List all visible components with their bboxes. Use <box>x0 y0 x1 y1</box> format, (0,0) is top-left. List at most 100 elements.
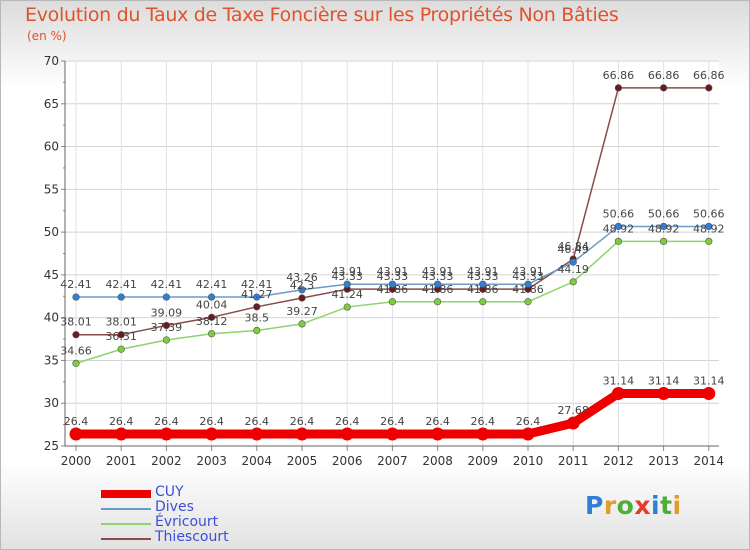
data-label-thiescourt: 43.33 <box>467 270 499 283</box>
data-label-dives: 42.41 <box>241 278 273 291</box>
y-tick-label: 65 <box>44 97 59 111</box>
data-label-cuy: 31.14 <box>693 374 725 387</box>
y-tick-label: 60 <box>44 140 59 154</box>
data-point-évricourt <box>524 298 532 306</box>
x-tick-label: 2008 <box>422 454 453 468</box>
data-point-évricourt <box>298 320 306 328</box>
legend-label: Évricourt <box>155 514 219 530</box>
data-point-thiescourt <box>208 313 216 321</box>
data-point-dives <box>208 293 216 301</box>
y-unit-label: (en %) <box>27 29 67 43</box>
data-point-évricourt <box>208 330 216 338</box>
data-label-thiescourt: 43.33 <box>512 270 544 283</box>
y-tick-label: 40 <box>44 311 59 325</box>
data-label-dives: 50.66 <box>603 207 635 220</box>
data-point-évricourt <box>388 298 397 306</box>
data-point-cuy <box>476 427 490 441</box>
data-point-évricourt <box>705 237 713 245</box>
data-label-thiescourt: 43.33 <box>377 270 409 283</box>
x-tick-label: 2000 <box>61 454 92 468</box>
data-label-évricourt: 37.39 <box>151 321 183 334</box>
data-label-évricourt: 38.12 <box>196 315 228 328</box>
x-tick-label: 2010 <box>513 454 544 468</box>
data-label-dives: 42.41 <box>151 278 183 291</box>
data-point-évricourt <box>479 298 487 306</box>
data-label-évricourt: 48.92 <box>693 222 725 235</box>
legend-item: Évricourt <box>101 514 301 531</box>
data-point-thiescourt <box>614 84 623 92</box>
data-label-thiescourt: 41.27 <box>241 288 273 301</box>
data-label-cuy: 26.4 <box>425 415 450 428</box>
data-point-évricourt <box>343 303 351 311</box>
x-tick-label: 2006 <box>332 454 363 468</box>
legend-swatch <box>101 538 151 540</box>
data-label-thiescourt: 66.86 <box>603 69 635 82</box>
data-point-évricourt <box>569 278 577 286</box>
data-point-dives <box>705 222 713 231</box>
data-point-dives <box>524 280 532 288</box>
data-label-dives: 43.26 <box>286 271 318 284</box>
data-point-dives <box>614 222 623 231</box>
data-point-cuy <box>295 427 309 441</box>
data-point-dives <box>388 280 397 288</box>
x-tick-label: 2013 <box>648 454 679 468</box>
data-point-dives <box>479 280 487 288</box>
data-label-cuy: 26.4 <box>64 415 89 428</box>
data-point-thiescourt <box>298 294 306 302</box>
data-label-évricourt: 44.19 <box>557 263 589 276</box>
data-point-dives <box>659 222 668 231</box>
data-label-dives: 43.91 <box>377 265 409 278</box>
data-label-dives: 46.49 <box>557 243 589 256</box>
data-point-évricourt <box>253 326 261 335</box>
data-label-thiescourt: 38.01 <box>105 316 137 329</box>
data-label-cuy: 26.4 <box>516 415 541 428</box>
data-point-dives <box>72 293 80 301</box>
legend-swatch <box>101 523 151 525</box>
data-label-dives: 42.41 <box>105 278 137 291</box>
data-label-thiescourt: 40.04 <box>196 298 228 311</box>
data-point-dives <box>434 280 442 288</box>
data-label-dives: 50.66 <box>648 207 680 220</box>
data-label-thiescourt: 42.3 <box>290 279 315 292</box>
data-point-cuy <box>702 386 716 400</box>
legend-swatch <box>101 490 151 498</box>
x-tick-label: 2001 <box>106 454 137 468</box>
data-point-évricourt <box>614 237 623 245</box>
data-label-évricourt: 39.27 <box>286 305 318 318</box>
data-point-dives <box>343 280 351 288</box>
y-tick-label: 70 <box>44 54 59 68</box>
data-label-cuy: 26.4 <box>380 415 405 428</box>
data-point-cuy <box>385 427 399 441</box>
data-point-dives <box>298 286 306 294</box>
data-point-thiescourt <box>253 303 261 311</box>
data-label-dives: 43.91 <box>422 265 454 278</box>
data-label-évricourt: 41.86 <box>377 283 409 296</box>
y-tick-label: 45 <box>44 268 59 282</box>
x-tick-label: 2009 <box>468 454 499 468</box>
data-point-évricourt <box>72 359 80 367</box>
data-label-cuy: 27.68 <box>557 404 589 417</box>
x-tick-label: 2007 <box>377 454 408 468</box>
data-label-dives: 43.91 <box>512 265 544 278</box>
data-label-dives: 50.66 <box>693 207 725 220</box>
data-label-évricourt: 41.86 <box>512 283 544 296</box>
legend-swatch <box>101 508 151 510</box>
data-point-thiescourt <box>72 331 80 339</box>
data-point-thiescourt <box>705 84 713 92</box>
data-label-thiescourt: 66.86 <box>648 69 680 82</box>
data-label-thiescourt: 39.09 <box>151 306 183 319</box>
legend-item: CUY <box>101 484 301 501</box>
y-tick-label: 50 <box>44 225 59 239</box>
x-tick-label: 2004 <box>242 454 273 468</box>
data-label-thiescourt: 43.33 <box>422 270 454 283</box>
data-point-cuy <box>340 427 354 441</box>
y-tick-label: 30 <box>44 396 59 410</box>
data-label-cuy: 26.4 <box>154 415 179 428</box>
data-label-évricourt: 41.86 <box>422 283 454 296</box>
data-label-évricourt: 38.5 <box>245 312 270 325</box>
data-label-dives: 43.91 <box>331 265 363 278</box>
data-point-thiescourt <box>117 331 125 339</box>
data-point-cuy <box>250 427 264 441</box>
data-point-évricourt <box>162 336 170 344</box>
data-label-évricourt: 36.31 <box>105 330 137 343</box>
